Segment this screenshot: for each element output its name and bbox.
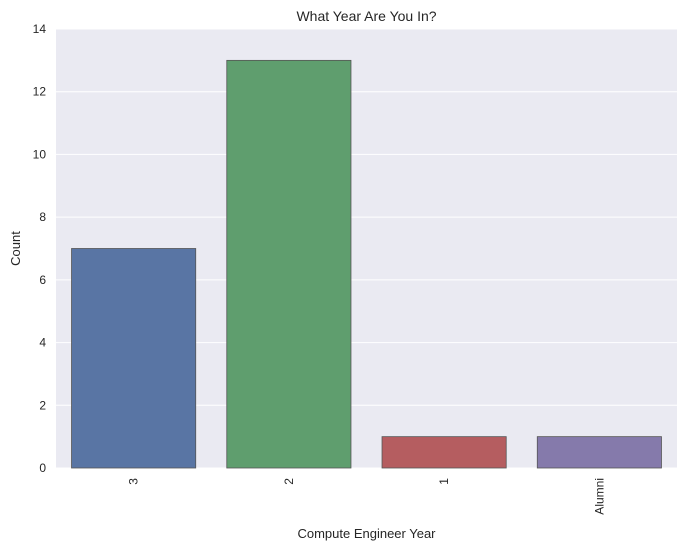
x-tick-labels: 3 2 1 Alumni bbox=[127, 478, 607, 515]
y-tick-label: 10 bbox=[33, 147, 47, 161]
y-tick-labels: 0 2 4 6 8 10 12 14 bbox=[33, 22, 47, 475]
x-tick-label: 3 bbox=[127, 478, 141, 485]
bar-3 bbox=[71, 248, 197, 469]
chart-title: What Year Are You In? bbox=[296, 8, 436, 24]
y-tick-label: 2 bbox=[39, 398, 46, 412]
x-tick-label: 2 bbox=[282, 478, 296, 485]
y-tick-label: 14 bbox=[33, 22, 47, 36]
y-tick-label: 8 bbox=[39, 210, 46, 224]
x-tick-label: 1 bbox=[437, 478, 451, 485]
y-axis-label: Count bbox=[8, 231, 23, 266]
x-axis-label: Compute Engineer Year bbox=[297, 526, 436, 541]
y-tick-label: 12 bbox=[33, 85, 47, 99]
x-tick-label: Alumni bbox=[592, 478, 606, 515]
y-tick-label: 0 bbox=[39, 461, 46, 475]
bar-alumni bbox=[536, 436, 662, 469]
y-tick-label: 6 bbox=[39, 273, 46, 287]
y-tick-label: 4 bbox=[39, 336, 46, 350]
bar-1 bbox=[381, 436, 507, 469]
bar-2 bbox=[226, 59, 352, 469]
bars bbox=[71, 59, 662, 469]
